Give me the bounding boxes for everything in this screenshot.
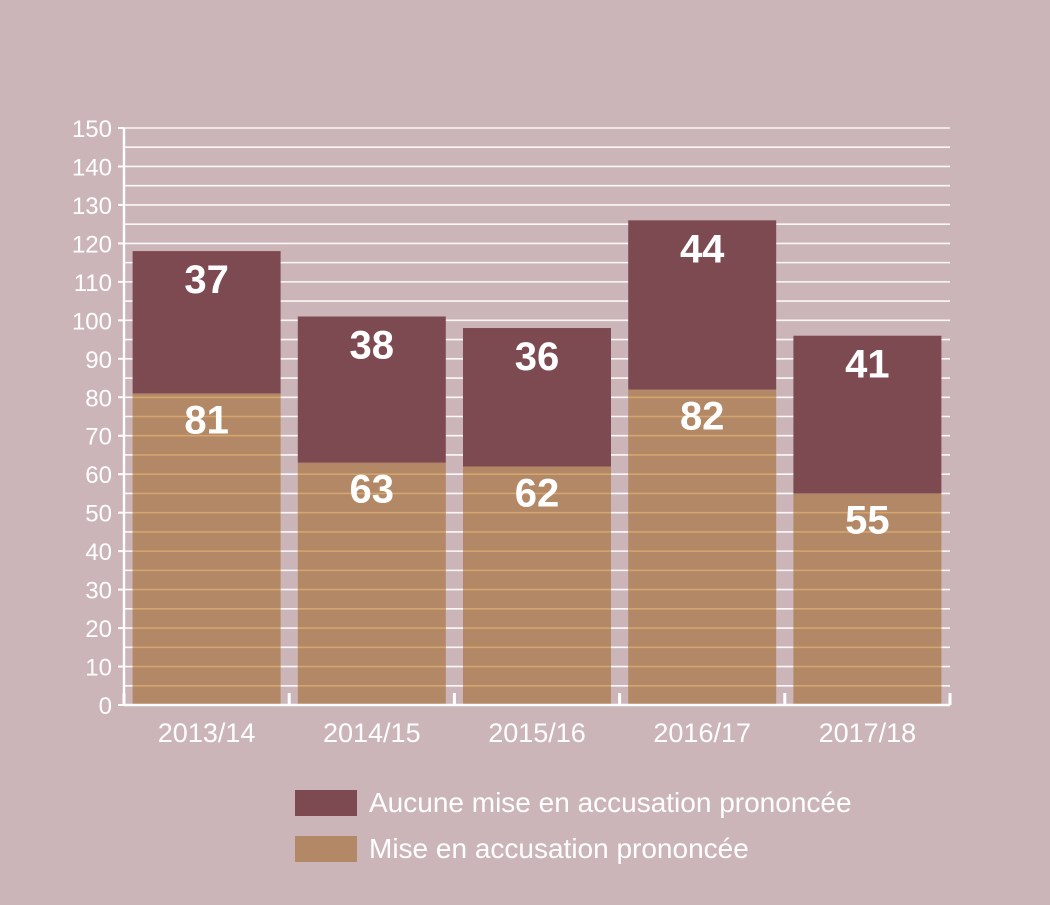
bar-indictment-2014-15 (297, 462, 446, 705)
y-tick-label: 100 (72, 308, 112, 335)
x-tick-label-2015-16: 2015/16 (488, 718, 586, 748)
bar-indictment-2013-14 (132, 393, 281, 705)
x-tick-label-2016-17: 2016/17 (653, 718, 751, 748)
data-label-no-indictment-2015-16: 36 (515, 335, 560, 379)
y-tick-label: 40 (85, 539, 112, 566)
legend-item-indictment: Mise en accusation prononcée (295, 826, 852, 872)
y-tick-label: 10 (85, 655, 112, 682)
data-label-no-indictment-2017-18: 41 (845, 343, 890, 387)
legend-swatch-indictment (295, 836, 357, 862)
legend-swatch-no-indictment (295, 790, 357, 816)
x-tick-label-2013-14: 2013/14 (158, 718, 256, 748)
y-tick-label: 70 (85, 424, 112, 451)
y-tick-label: 110 (74, 270, 112, 297)
y-tick-label: 20 (85, 616, 112, 643)
legend-item-no-indictment: Aucune mise en accusation prononcée (295, 780, 852, 826)
data-label-indictment-2013-14: 81 (184, 398, 229, 442)
y-tick-label: 130 (72, 193, 112, 220)
bar-no-indictment-2016-17 (628, 220, 777, 390)
y-tick-label: 30 (85, 578, 112, 605)
bar-indictment-2015-16 (463, 466, 611, 705)
data-label-indictment-2016-17: 82 (680, 395, 725, 439)
legend: Aucune mise en accusation prononcée Mise… (295, 780, 852, 872)
legend-label-indictment: Mise en accusation prononcée (369, 833, 749, 864)
y-tick-label: 60 (85, 462, 112, 489)
x-tick-label-2014-15: 2014/15 (323, 718, 421, 748)
data-label-no-indictment-2016-17: 44 (680, 227, 725, 271)
data-label-indictment-2014-15: 63 (350, 468, 395, 512)
data-label-indictment-2015-16: 62 (515, 472, 560, 516)
bar-indictment-2017-18 (793, 493, 942, 705)
y-tick-label: 90 (85, 347, 112, 374)
y-tick-label: 150 (72, 116, 112, 143)
data-label-no-indictment-2013-14: 37 (184, 258, 229, 302)
data-label-no-indictment-2014-15: 38 (350, 323, 395, 367)
legend-label-no-indictment: Aucune mise en accusation prononcée (369, 787, 852, 818)
bar-no-indictment-2017-18 (793, 335, 942, 494)
bar-no-indictment-2014-15 (297, 316, 446, 463)
y-tick-label: 50 (85, 501, 112, 528)
data-label-indictment-2017-18: 55 (845, 498, 890, 542)
y-tick-label: 0 (99, 693, 112, 720)
y-tick-label: 80 (85, 385, 112, 412)
bar-indictment-2016-17 (628, 389, 777, 705)
bar-no-indictment-2013-14 (132, 251, 281, 394)
y-tick-label: 140 (72, 154, 112, 181)
bar-no-indictment-2015-16 (463, 328, 611, 467)
x-tick-label-2017-18: 2017/18 (819, 718, 917, 748)
y-tick-label: 120 (72, 231, 112, 258)
